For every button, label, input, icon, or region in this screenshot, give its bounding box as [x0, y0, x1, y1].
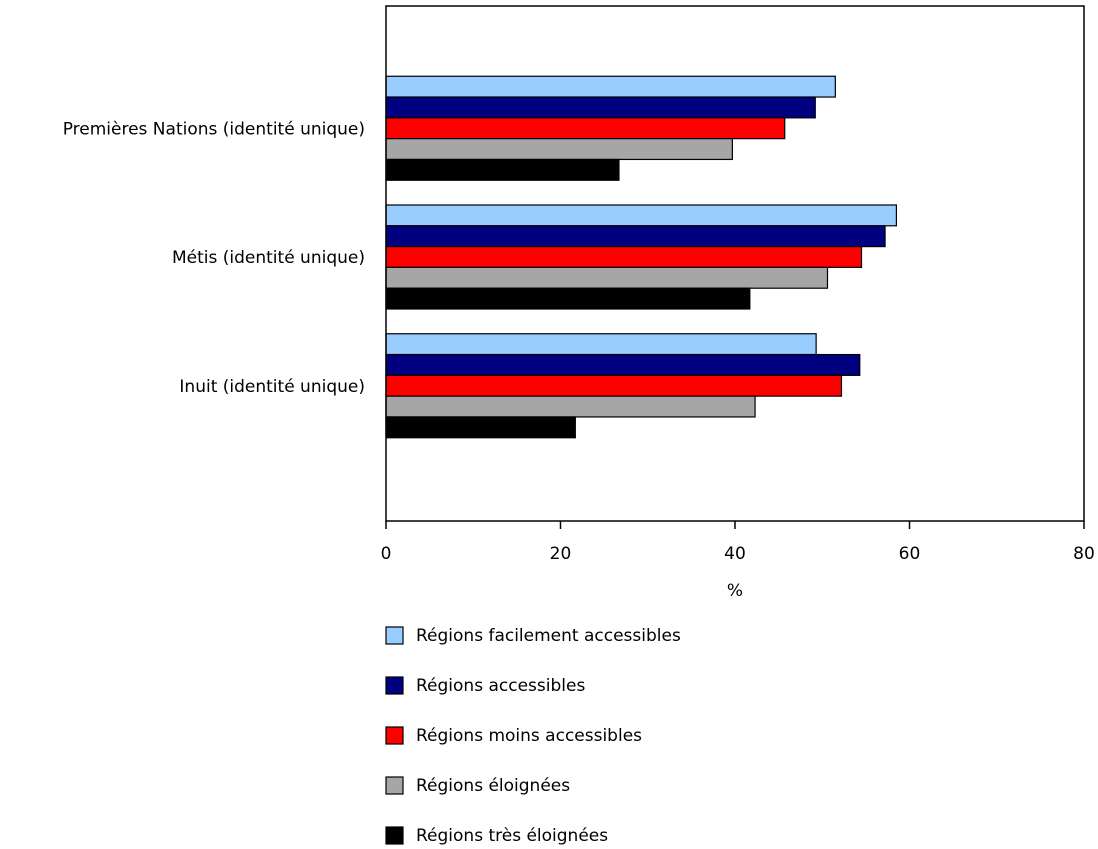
- bar-3-2: [385, 353, 861, 376]
- category-label: Inuit (identité unique): [179, 377, 365, 397]
- x-axis-ticks: 0 20 40 60 80: [381, 521, 1095, 564]
- category-label: Premières Nations (identité unique): [63, 119, 365, 139]
- legend-label-2: Régions accessibles: [416, 676, 585, 696]
- bar-3-5: [385, 416, 576, 439]
- x-tick-label: 20: [550, 544, 572, 564]
- legend-swatch-1: [385, 626, 404, 645]
- bar-2-1: [385, 204, 898, 227]
- bar-1-4: [385, 138, 733, 161]
- legend: Régions facilement accessibles Régions ac…: [385, 626, 681, 846]
- bar-2-4: [385, 266, 829, 289]
- bar-2-3: [385, 246, 863, 269]
- legend-label-5: Régions très éloignées: [416, 826, 608, 846]
- bar-3-4: [385, 395, 756, 418]
- category-label: Métis (identité unique): [172, 248, 365, 268]
- bar-3-1: [385, 333, 817, 356]
- x-tick-label: 60: [899, 544, 921, 564]
- legend-swatch-2: [385, 676, 404, 695]
- x-tick-label: 0: [381, 544, 392, 564]
- bar-1-3: [385, 117, 786, 140]
- legend-swatch-4: [385, 776, 404, 795]
- bar-1-1: [385, 75, 836, 98]
- x-axis-title: %: [727, 581, 743, 601]
- legend-swatch-3: [385, 726, 404, 745]
- bar-1-5: [385, 158, 620, 181]
- category-labels: Premières Nations (identité unique) Métis…: [63, 119, 365, 397]
- legend-label-1: Régions facilement accessibles: [416, 626, 681, 646]
- bars-layer: [385, 75, 898, 439]
- bar-2-2: [385, 225, 886, 248]
- x-tick-label: 40: [724, 544, 746, 564]
- bar-2-5: [385, 287, 751, 310]
- bar-1-2: [385, 96, 816, 119]
- x-tick-label: 80: [1073, 544, 1095, 564]
- legend-label-4: Régions éloignées: [416, 776, 570, 796]
- bar-3-3: [385, 374, 843, 397]
- legend-label-3: Régions moins accessibles: [416, 726, 642, 746]
- legend-swatch-5: [385, 826, 404, 845]
